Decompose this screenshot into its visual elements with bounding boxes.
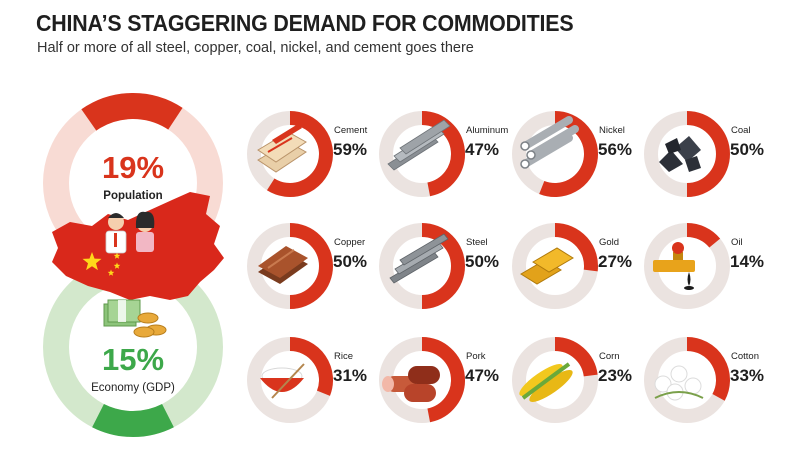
commodity-ring-fill xyxy=(686,337,730,401)
commodity-percent: 47% xyxy=(465,366,499,385)
population-label: Population xyxy=(103,190,162,202)
commodity-percent: 31% xyxy=(333,366,367,385)
copper-plates-icon xyxy=(258,246,308,284)
flag-star-icon xyxy=(107,269,115,276)
commodity-cotton: Cotton 33% xyxy=(644,337,764,423)
commodity-ring-fill xyxy=(686,223,721,248)
aluminum-bars-icon xyxy=(387,119,451,171)
rice-bowl-icon xyxy=(260,363,305,399)
gold-bars-icon xyxy=(520,247,574,285)
population-percent: 19% xyxy=(102,150,164,185)
commodity-label: Rice xyxy=(334,351,353,362)
commodity-rice: Rice 31% xyxy=(247,337,367,423)
commodity-nickel: Nickel 56% xyxy=(512,111,632,197)
commodity-oil: Oil 14% xyxy=(644,223,764,309)
commodity-percent: 23% xyxy=(598,366,632,385)
gdp-percent: 15% xyxy=(102,342,164,377)
gdp-label: Economy (GDP) xyxy=(91,382,175,394)
commodity-label: Coal xyxy=(731,125,751,136)
commodities-grid: Cement59%Aluminum47%Nickel56%Coal50%Copp… xyxy=(247,111,764,423)
people-icon xyxy=(105,211,155,254)
commodity-aluminum: Aluminum 47% xyxy=(379,111,508,197)
money-icon xyxy=(103,299,167,338)
commodity-percent: 50% xyxy=(465,252,499,271)
commodity-percent: 33% xyxy=(730,366,764,385)
commodity-ring-fill xyxy=(266,111,333,197)
cement-bags-icon xyxy=(257,124,307,173)
commodity-label: Oil xyxy=(731,237,743,248)
commodity-label: Aluminum xyxy=(466,125,508,136)
cotton-bolls-icon xyxy=(654,365,704,401)
commodity-percent: 59% xyxy=(333,140,367,159)
commodity-ring-fill xyxy=(289,223,333,309)
population-ring-fill xyxy=(81,93,183,131)
gdp-ring-fill xyxy=(92,403,174,437)
commodity-ring-fill xyxy=(554,337,598,377)
commodity-percent: 56% xyxy=(598,140,632,159)
commodity-ring-fill xyxy=(421,337,465,423)
flag-big-star-icon xyxy=(82,252,102,271)
commodity-corn: Corn 23% xyxy=(512,337,632,423)
commodity-cement: Cement 59% xyxy=(247,111,368,197)
commodity-label: Cement xyxy=(334,125,368,136)
commodity-label: Nickel xyxy=(599,125,625,136)
commodity-percent: 50% xyxy=(333,252,367,271)
commodity-copper: Copper 50% xyxy=(247,223,367,309)
commodity-label: Gold xyxy=(599,237,619,248)
commodity-label: Steel xyxy=(466,237,488,248)
commodity-label: Copper xyxy=(334,237,365,248)
commodity-gold: Gold 27% xyxy=(512,223,632,309)
oil-pipe-icon xyxy=(653,242,695,290)
commodity-ring-fill xyxy=(554,223,598,272)
commodity-pork: Pork 47% xyxy=(379,337,499,423)
pork-sausage-icon xyxy=(382,366,440,402)
china-share-group: 19% Population 15% Economy (GDP) xyxy=(43,93,224,437)
nickel-pipes-icon xyxy=(520,116,579,169)
commodity-label: Cotton xyxy=(731,351,759,362)
commodity-ring-fill xyxy=(421,111,465,197)
commodity-percent: 47% xyxy=(465,140,499,159)
commodity-ring-fill xyxy=(421,223,465,309)
commodity-percent: 27% xyxy=(598,252,632,271)
page-subtitle: Half or more of all steel, copper, coal,… xyxy=(37,40,474,56)
flag-star-icon xyxy=(113,252,121,259)
commodity-steel: Steel 50% xyxy=(379,223,499,309)
page-title: CHINA’S STAGGERING DEMAND FOR COMMODITIE… xyxy=(36,10,574,36)
commodity-ring-fill xyxy=(686,111,730,197)
coal-lumps-icon xyxy=(659,136,701,172)
commodity-percent: 50% xyxy=(730,140,764,159)
commodity-label: Corn xyxy=(599,351,620,362)
corn-cobs-icon xyxy=(519,362,573,402)
commodity-ring-fill xyxy=(289,337,333,396)
commodity-percent: 14% xyxy=(730,252,764,271)
steel-beams-icon xyxy=(389,233,449,284)
commodity-label: Pork xyxy=(466,351,486,362)
commodity-coal: Coal 50% xyxy=(644,111,764,197)
flag-star-icon xyxy=(113,262,121,269)
